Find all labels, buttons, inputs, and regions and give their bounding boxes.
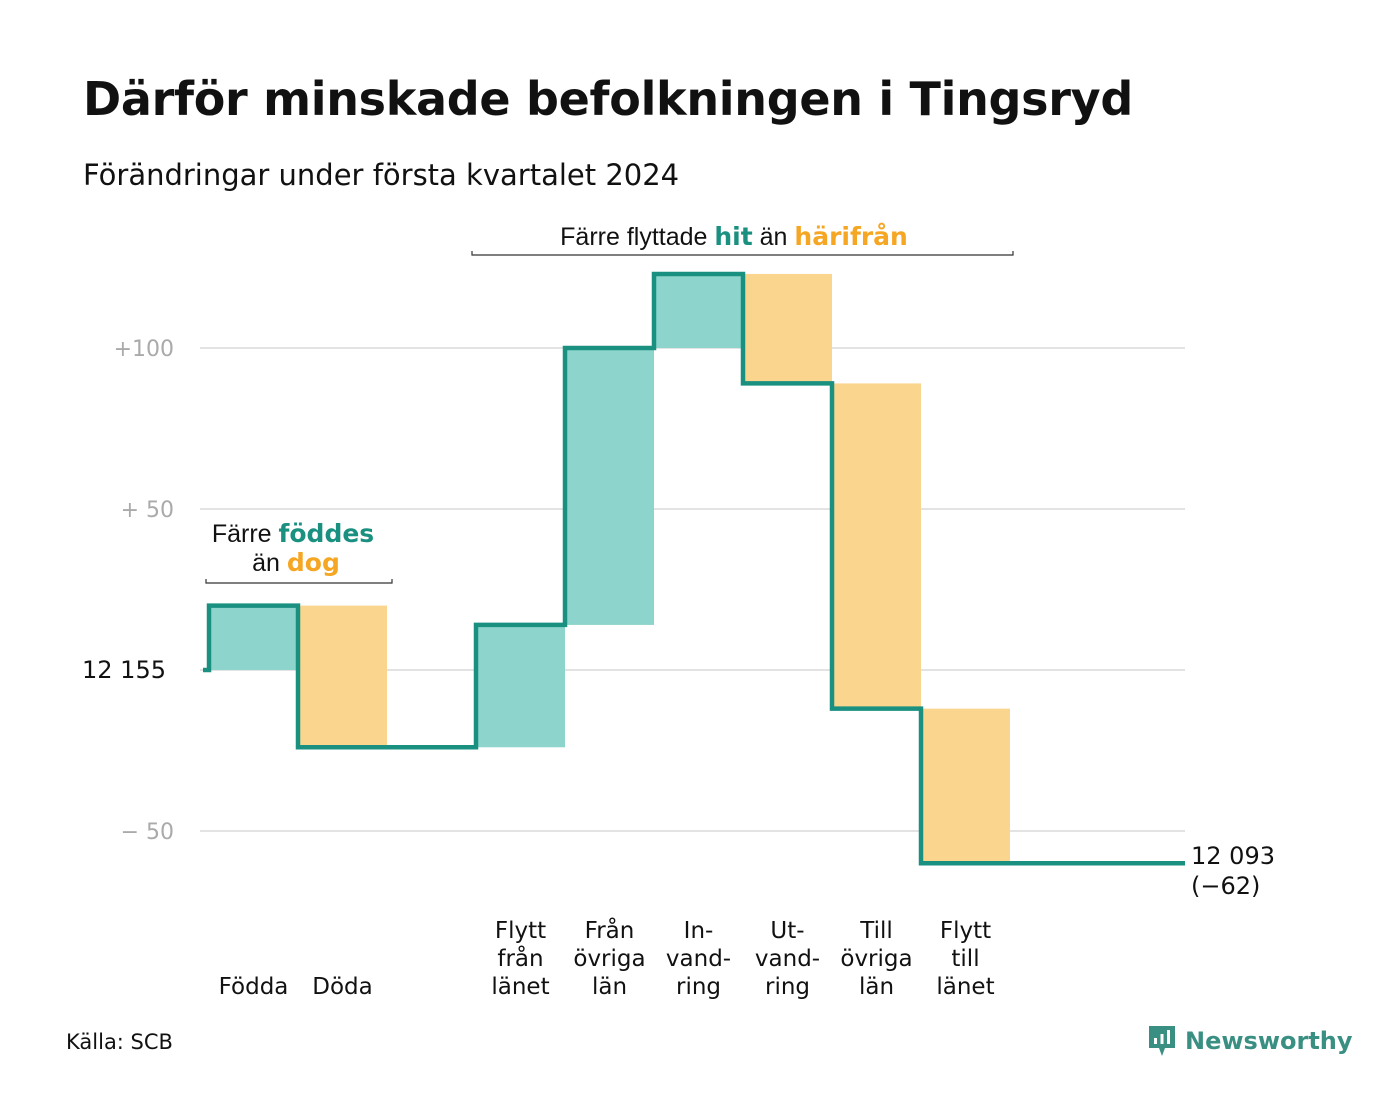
chart-title: Därför minskade befolkningen i Tingsryd bbox=[83, 72, 1133, 126]
waterfall-bar bbox=[209, 605, 298, 670]
category-label: ring bbox=[676, 974, 721, 1000]
waterfall-bar bbox=[298, 605, 387, 748]
waterfall-bar bbox=[832, 383, 921, 709]
end-value-label: (−62) bbox=[1191, 872, 1260, 900]
waterfall-bar bbox=[921, 708, 1010, 864]
y-tick-label: +100 bbox=[114, 337, 174, 362]
category-label: till bbox=[951, 946, 979, 972]
category-label: övriga bbox=[573, 946, 645, 972]
waterfall-bar bbox=[476, 624, 565, 748]
newsworthy-logo-icon bbox=[1149, 1026, 1175, 1056]
category-label: Flytt bbox=[940, 918, 991, 944]
waterfall-bar bbox=[743, 273, 832, 384]
category-label: Döda bbox=[312, 974, 372, 1000]
category-label: In- bbox=[684, 918, 714, 944]
category-label: från bbox=[497, 944, 543, 972]
brand-name: Newsworthy bbox=[1185, 1027, 1353, 1055]
category-label: övriga bbox=[840, 946, 912, 972]
y-tick-label: − 50 bbox=[121, 820, 174, 845]
category-label: länet bbox=[491, 974, 549, 1000]
category-label: Födda bbox=[219, 974, 289, 1000]
category-label: ring bbox=[765, 974, 810, 1000]
chart-subtitle: Förändringar under första kvartalet 2024 bbox=[83, 158, 680, 192]
annotation-births-deaths: än dog bbox=[252, 548, 340, 577]
category-label: vand- bbox=[755, 946, 820, 972]
annotation-migration: Färre flyttade hit än härifrån bbox=[560, 222, 908, 251]
annotation-bracket bbox=[471, 251, 1014, 256]
waterfall-bar bbox=[565, 348, 654, 625]
source-note: Källa: SCB bbox=[66, 1030, 173, 1054]
step-line bbox=[203, 271, 1185, 866]
brand-logo: Newsworthy bbox=[1147, 1024, 1353, 1058]
waterfall-bar bbox=[654, 273, 743, 348]
category-label: länet bbox=[936, 974, 994, 1000]
category-label: Flytt bbox=[495, 918, 546, 944]
category-label: Från bbox=[585, 916, 635, 944]
annotation-bracket bbox=[205, 579, 393, 584]
end-value-label: 12 093 bbox=[1191, 842, 1275, 870]
annotation-births-deaths: Färre föddes bbox=[212, 519, 374, 548]
y-tick-label: + 50 bbox=[121, 498, 174, 523]
category-label: vand- bbox=[666, 946, 731, 972]
category-label: län bbox=[592, 974, 627, 1000]
category-label: Till bbox=[859, 918, 893, 944]
start-value-label: 12 155 bbox=[82, 656, 166, 684]
category-label: Ut- bbox=[770, 918, 804, 944]
category-label: län bbox=[859, 974, 894, 1000]
